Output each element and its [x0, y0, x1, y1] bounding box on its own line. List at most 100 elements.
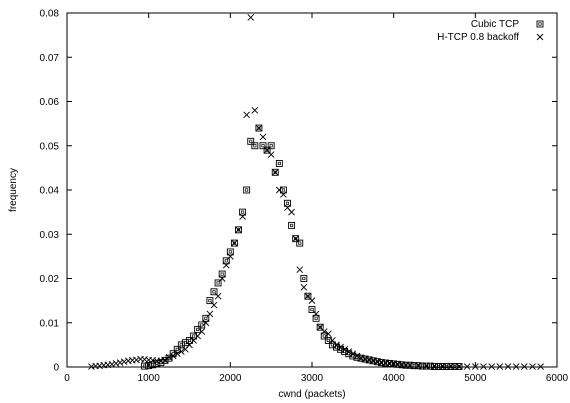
axis-tick-labels: 0 1000 2000 3000 4000 5000 6000 0 0.01 0.02 0.03 0.… [40, 9, 569, 385]
cubic-tcp-point [218, 270, 226, 278]
cubic-tcp-point [320, 332, 328, 340]
cubic-tcp-point [304, 292, 312, 300]
cubic-tcp-point [198, 321, 206, 329]
cubic-tcp-point [141, 362, 149, 370]
x-tick-label: 0 [64, 373, 70, 384]
cubic-tcp-point [210, 288, 218, 296]
htcp-backoff-point [325, 330, 332, 338]
htcp-backoff-point [472, 363, 479, 370]
htcp-backoff-point [165, 353, 173, 361]
cubic-tcp-point [267, 142, 275, 150]
htcp-backoff-point [447, 362, 455, 370]
cubic-tcp-point [279, 186, 287, 194]
cubic-tcp-point [247, 137, 255, 145]
htcp-backoff-point [357, 354, 365, 362]
cubic-tcp-point [214, 279, 222, 287]
cubic-tcp-point [222, 257, 230, 265]
legend-cross-marker [536, 33, 544, 41]
htcp-backoff-point [214, 292, 222, 300]
cubic-tcp-point [324, 337, 332, 344]
y-tick-label: 0.05 [40, 141, 60, 152]
htcp-backoff-point [231, 239, 238, 247]
y-tick-label: 0.01 [40, 318, 60, 329]
htcp-backoff-point [178, 348, 185, 355]
cubic-tcp-point [455, 363, 463, 371]
cubic-tcp-point [292, 235, 300, 243]
htcp-backoff-point [292, 235, 299, 242]
cubic-tcp-point [275, 159, 283, 167]
htcp-backoff-point [247, 14, 255, 21]
htcp-backoff-point [251, 107, 259, 114]
htcp-backoff-point [488, 363, 495, 370]
htcp-backoff-point [296, 266, 304, 273]
htcp-backoff-point [480, 363, 487, 370]
x-tick-label: 6000 [546, 373, 569, 384]
htcp-backoff-point [406, 361, 414, 369]
cubic-tcp-point [226, 248, 234, 256]
cubic-tcp-point [169, 350, 177, 358]
cubic-tcp-point [243, 186, 251, 194]
legend: Cubic TCP H-TCP 0.8 backoff [437, 19, 544, 43]
cubic-tcp-point [202, 314, 210, 322]
htcp-backoff-point [521, 363, 528, 370]
htcp-backoff-point [198, 328, 206, 335]
htcp-backoff-point [133, 356, 140, 364]
htcp-backoff-point [116, 359, 124, 366]
y-tick-label: 0.03 [40, 230, 60, 241]
htcp-backoff-point [463, 363, 471, 370]
htcp-backoff-point [308, 297, 316, 304]
htcp-backoff-point [349, 350, 357, 358]
htcp-backoff-point [173, 350, 181, 358]
htcp-backoff-point [537, 363, 544, 370]
x-axis-label: cwnd (packets) [278, 389, 345, 400]
legend-entry-cubic-tcp: Cubic TCP [471, 19, 519, 30]
htcp-backoff-point [312, 310, 320, 318]
htcp-backoff-point [120, 358, 128, 366]
cubic-tcp-point [251, 142, 259, 150]
htcp-backoff-point [288, 208, 295, 216]
cubic-tcp-point [173, 345, 181, 353]
y-tick-label: 0.07 [40, 53, 60, 64]
y-tick-label: 0.02 [40, 274, 60, 285]
htcp-backoff-point [218, 275, 226, 282]
y-tick-label: 0.06 [40, 97, 60, 108]
htcp-backoff-point [369, 357, 377, 365]
htcp-backoff-point [169, 352, 177, 360]
cubic-tcp-point [300, 275, 308, 282]
htcp-backoff-point [333, 341, 340, 349]
htcp-backoff-point [280, 191, 287, 198]
cubic-tcp-point [308, 306, 316, 313]
htcp-backoff-point [271, 168, 279, 176]
cubic-tcp-point [235, 226, 242, 234]
htcp-backoff-point [345, 348, 353, 355]
htcp-backoff-point [455, 363, 463, 370]
cubic-tcp-point [316, 323, 324, 331]
htcp-backoff-point [439, 362, 446, 370]
x-tick-label: 1000 [138, 373, 161, 384]
htcp-backoff-point [341, 345, 348, 353]
htcp-backoff-point [374, 358, 381, 366]
htcp-backoff-point [243, 111, 250, 119]
cubic-tcp-point [296, 239, 304, 247]
htcp-backoff-point [320, 328, 328, 335]
htcp-backoff-point [496, 363, 504, 370]
htcp-backoff-point [529, 363, 536, 370]
htcp-backoff-point [504, 363, 512, 370]
legend-entry-htcp-backoff: H-TCP 0.8 backoff [437, 32, 519, 43]
htcp-backoff-point [210, 301, 218, 309]
htcp-backoff-point [161, 357, 169, 364]
cubic-tcp-point [263, 146, 271, 154]
cubic-tcp-point [186, 337, 193, 344]
cubic-tcp-point [259, 142, 267, 150]
cubic-tcp-point [288, 221, 296, 229]
htcp-backoff-point [361, 355, 369, 363]
htcp-backoff-point [239, 213, 246, 220]
legend-square-marker [536, 20, 544, 28]
htcp-backoff-point [300, 284, 308, 291]
y-tick-label: 0.08 [40, 9, 60, 20]
htcp-backoff-point [512, 363, 520, 370]
htcp-backoff-point [423, 362, 430, 369]
y-tick-label: 0 [53, 363, 59, 374]
